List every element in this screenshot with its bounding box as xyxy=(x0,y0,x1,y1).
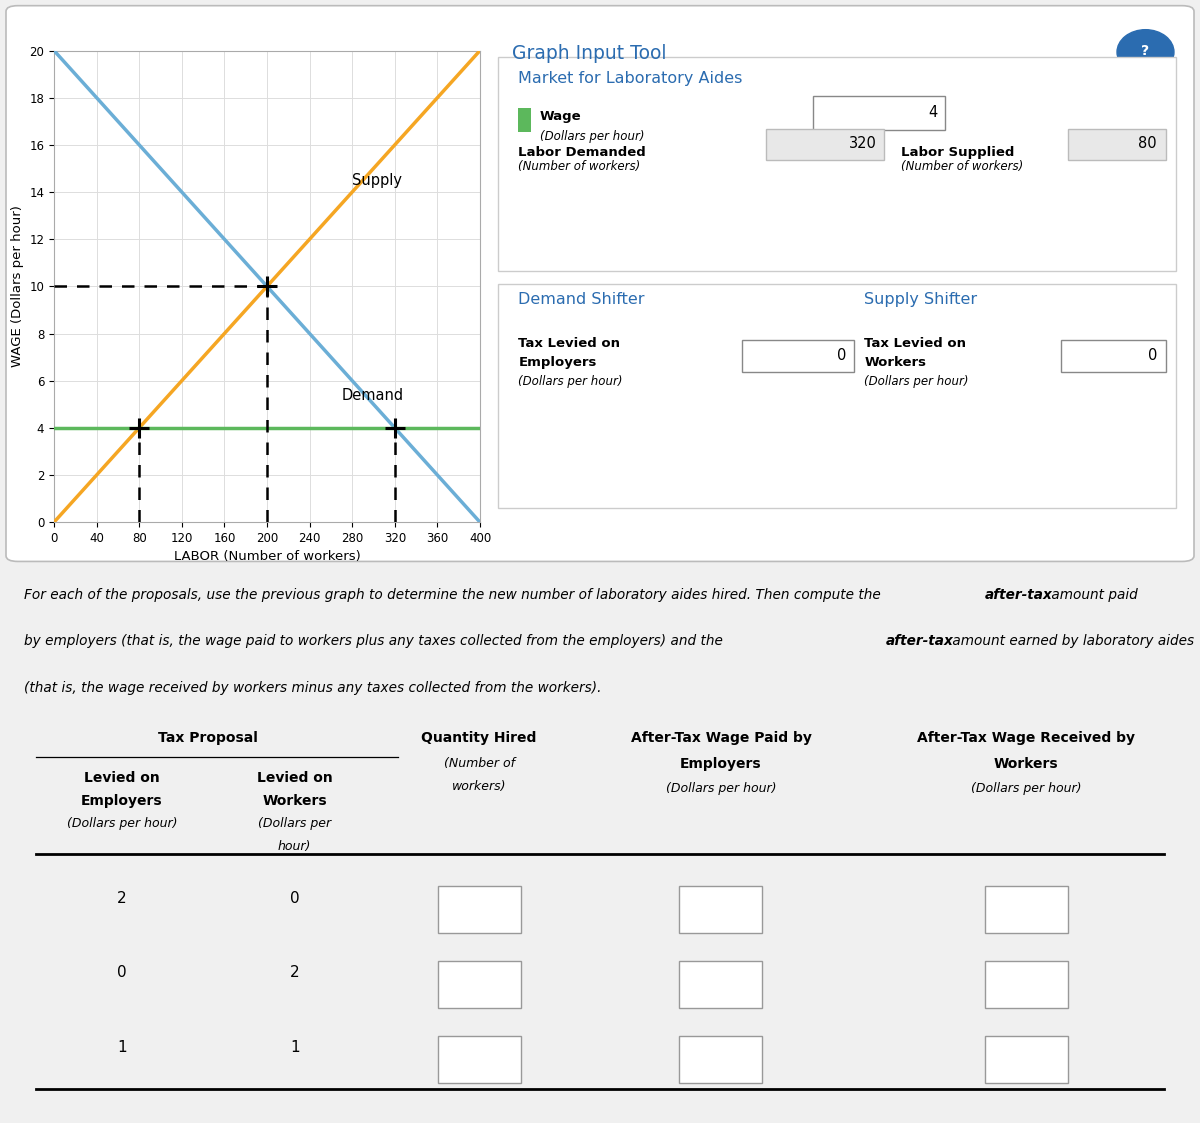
Text: Demand Shifter: Demand Shifter xyxy=(518,292,644,307)
FancyBboxPatch shape xyxy=(679,1037,762,1083)
Text: (Number of: (Number of xyxy=(444,757,515,770)
FancyBboxPatch shape xyxy=(814,95,946,130)
FancyBboxPatch shape xyxy=(498,284,1176,508)
Text: 0: 0 xyxy=(290,891,300,905)
Text: (Dollars per hour): (Dollars per hour) xyxy=(971,783,1081,795)
Text: Demand: Demand xyxy=(342,387,403,402)
Text: ?: ? xyxy=(1141,44,1150,58)
Circle shape xyxy=(1117,29,1174,74)
FancyBboxPatch shape xyxy=(6,6,1194,562)
X-axis label: LABOR (Number of workers): LABOR (Number of workers) xyxy=(174,550,360,564)
Text: Labor Demanded: Labor Demanded xyxy=(518,146,646,159)
Text: after-tax: after-tax xyxy=(985,588,1052,602)
Text: (Dollars per hour): (Dollars per hour) xyxy=(540,130,644,144)
Text: For each of the proposals, use the previous graph to determine the new number of: For each of the proposals, use the previ… xyxy=(24,588,886,602)
Text: Tax Levied on: Tax Levied on xyxy=(518,337,620,350)
FancyBboxPatch shape xyxy=(679,886,762,933)
Text: (Dollars per hour): (Dollars per hour) xyxy=(518,375,623,387)
Text: 320: 320 xyxy=(848,136,876,150)
Text: After-Tax Wage Paid by: After-Tax Wage Paid by xyxy=(630,731,811,745)
Y-axis label: WAGE (Dollars per hour): WAGE (Dollars per hour) xyxy=(11,206,24,367)
Text: 0: 0 xyxy=(118,966,127,980)
Text: 0: 0 xyxy=(1148,348,1158,363)
Text: by employers (that is, the wage paid to workers plus any taxes collected from th: by employers (that is, the wage paid to … xyxy=(24,634,727,648)
FancyBboxPatch shape xyxy=(985,1037,1068,1083)
FancyBboxPatch shape xyxy=(438,886,521,933)
Text: Graph Input Tool: Graph Input Tool xyxy=(511,44,666,63)
Text: workers): workers) xyxy=(451,780,506,793)
Text: Labor Supplied: Labor Supplied xyxy=(901,146,1015,159)
Text: 1: 1 xyxy=(118,1040,127,1056)
Text: (Dollars per hour): (Dollars per hour) xyxy=(864,375,968,387)
Text: 80: 80 xyxy=(1139,136,1157,150)
Text: Levied on: Levied on xyxy=(257,772,332,785)
Text: 2: 2 xyxy=(290,966,300,980)
Text: After-Tax Wage Received by: After-Tax Wage Received by xyxy=(917,731,1135,745)
Text: Employers: Employers xyxy=(680,757,762,772)
FancyBboxPatch shape xyxy=(679,961,762,1007)
Text: amount paid: amount paid xyxy=(1046,588,1138,602)
Text: after-tax: after-tax xyxy=(886,634,954,648)
Text: amount earned by laboratory aides: amount earned by laboratory aides xyxy=(948,634,1194,648)
Text: 4: 4 xyxy=(928,104,937,120)
Text: Employers: Employers xyxy=(518,356,596,369)
Text: Supply Shifter: Supply Shifter xyxy=(864,292,977,307)
FancyBboxPatch shape xyxy=(985,961,1068,1007)
Text: Market for Laboratory Aides: Market for Laboratory Aides xyxy=(518,71,743,85)
FancyBboxPatch shape xyxy=(438,1037,521,1083)
Text: 0: 0 xyxy=(838,348,846,363)
Text: Workers: Workers xyxy=(864,356,926,369)
Text: (Dollars per hour): (Dollars per hour) xyxy=(666,783,776,795)
Text: (Dollars per hour): (Dollars per hour) xyxy=(67,818,178,830)
Text: 2: 2 xyxy=(118,891,127,905)
Text: (Dollars per: (Dollars per xyxy=(258,818,331,830)
Text: Employers: Employers xyxy=(82,794,163,807)
Text: Wage: Wage xyxy=(540,110,582,122)
Text: Tax Proposal: Tax Proposal xyxy=(158,731,258,745)
Bar xyxy=(518,108,530,133)
Text: hour): hour) xyxy=(278,840,312,853)
Text: (Number of workers): (Number of workers) xyxy=(518,161,641,173)
Text: Supply: Supply xyxy=(353,173,402,188)
FancyBboxPatch shape xyxy=(498,57,1176,271)
FancyBboxPatch shape xyxy=(438,961,521,1007)
Text: Workers: Workers xyxy=(994,757,1058,772)
Text: Levied on: Levied on xyxy=(84,772,160,785)
FancyBboxPatch shape xyxy=(1068,129,1166,159)
FancyBboxPatch shape xyxy=(742,340,854,372)
FancyBboxPatch shape xyxy=(985,886,1068,933)
Text: Workers: Workers xyxy=(263,794,328,807)
Text: (Number of workers): (Number of workers) xyxy=(901,161,1024,173)
Text: Tax Levied on: Tax Levied on xyxy=(864,337,966,350)
Text: 1: 1 xyxy=(290,1040,300,1056)
FancyBboxPatch shape xyxy=(1061,340,1166,372)
Text: Quantity Hired: Quantity Hired xyxy=(421,731,536,745)
Text: (that is, the wage received by workers minus any taxes collected from the worker: (that is, the wage received by workers m… xyxy=(24,681,601,695)
FancyBboxPatch shape xyxy=(766,129,884,159)
